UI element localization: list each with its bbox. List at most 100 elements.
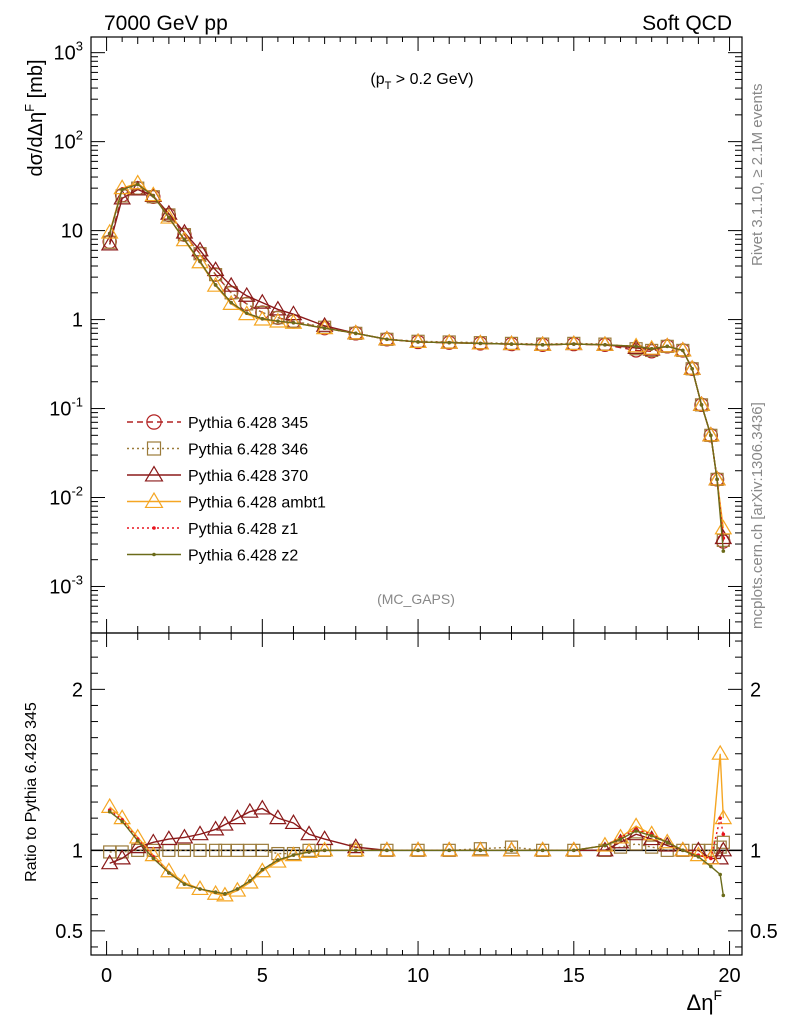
ratio-y-tick-label: 2 <box>72 679 83 701</box>
data-point <box>533 841 552 857</box>
data-point <box>255 843 269 857</box>
data-point <box>253 799 272 815</box>
data-point <box>353 331 358 336</box>
data-point <box>271 311 285 325</box>
data-point <box>300 825 318 841</box>
data-point <box>260 317 265 321</box>
ratio-series-line <box>109 811 725 896</box>
ratio-y-tick-label-right: 1 <box>750 840 761 862</box>
data-point <box>208 843 223 857</box>
data-point <box>253 293 272 309</box>
data-point <box>533 335 552 351</box>
main-series-5 <box>107 182 726 553</box>
data-point <box>269 852 287 868</box>
data-point <box>696 854 701 859</box>
legend: Pythia 6.428 345 Pythia 6.428 346 Pythia 6… <box>127 414 326 565</box>
data-point <box>629 837 643 851</box>
data-point <box>191 253 209 269</box>
data-point <box>100 235 119 251</box>
cut-label: (pT > 0.2 GeV) <box>370 71 473 92</box>
data-point <box>146 414 162 430</box>
legend-entry: Pythia 6.428 370 <box>127 465 308 485</box>
data-point <box>175 828 194 844</box>
data-point <box>711 744 730 760</box>
data-point <box>260 867 265 872</box>
data-point <box>228 881 247 897</box>
data-point <box>409 841 427 857</box>
ratio-series-1 <box>100 799 733 870</box>
data-point <box>237 286 256 302</box>
data-point <box>603 343 607 347</box>
data-point <box>167 871 171 875</box>
data-point <box>721 549 726 553</box>
data-point <box>291 320 296 325</box>
data-point <box>627 337 645 353</box>
data-point <box>714 841 733 857</box>
ratio-series-group <box>100 744 733 902</box>
data-point <box>144 465 164 482</box>
series-line <box>109 183 725 552</box>
x-ticks: 0 5 10 15 20 <box>101 37 741 987</box>
header-right: Soft QCD <box>642 12 732 35</box>
data-point <box>711 849 730 865</box>
data-point <box>502 335 521 351</box>
data-point <box>284 305 303 321</box>
data-point <box>645 840 659 854</box>
main-y-tick-label: 1 <box>72 310 83 332</box>
data-point <box>222 276 241 292</box>
data-point <box>683 359 702 375</box>
data-point <box>634 829 638 833</box>
data-point <box>603 843 607 848</box>
data-point <box>152 526 156 530</box>
data-point <box>385 848 389 853</box>
data-point <box>113 849 131 865</box>
data-point <box>191 825 209 841</box>
data-point <box>151 194 156 198</box>
main-y-axis-label: dσ/dΔηF [mb] <box>22 59 47 176</box>
x-tick-label: 15 <box>563 965 585 987</box>
data-point <box>409 332 427 349</box>
data-point <box>241 873 259 889</box>
data-point <box>228 809 247 825</box>
data-point <box>681 348 685 353</box>
data-point <box>160 830 178 846</box>
ratio-y-ticks: 0.5 0.5 1 1 2 2 <box>55 640 778 948</box>
data-point <box>144 491 164 509</box>
data-point <box>107 232 112 236</box>
data-point <box>222 294 241 310</box>
legend-label: Pythia 6.428 345 <box>188 415 308 432</box>
data-point <box>721 893 726 898</box>
data-point <box>167 215 171 220</box>
ratio-y-axis-label: Ratio to Pythia 6.428 345 <box>23 702 40 882</box>
data-point <box>660 843 674 857</box>
data-point <box>198 259 202 264</box>
ratio-series-line <box>109 841 724 855</box>
ratio-series-line <box>109 809 724 895</box>
data-point <box>634 344 638 349</box>
data-point <box>416 340 420 344</box>
data-point <box>504 840 519 854</box>
data-point <box>300 842 318 859</box>
data-point <box>269 809 287 825</box>
data-point <box>509 848 514 853</box>
ratio-y-tick-label: 1 <box>72 840 83 862</box>
data-point <box>665 344 670 349</box>
data-point <box>613 840 628 854</box>
data-point <box>291 853 296 857</box>
data-point <box>385 337 389 342</box>
main-series-2 <box>100 180 733 545</box>
data-point <box>447 848 452 853</box>
x-axis-label: ΔηF <box>687 987 723 1015</box>
data-point <box>241 802 259 818</box>
data-point <box>690 366 694 371</box>
data-point <box>658 337 677 353</box>
data-point <box>113 179 131 195</box>
data-point <box>198 887 202 891</box>
x-tick-label: 20 <box>718 965 740 987</box>
main-y-ticks: 10-3 10-2 10-1 1 10 102 103 <box>49 39 742 623</box>
legend-entry: Pythia 6.428 ambt1 <box>127 491 326 512</box>
data-point <box>270 310 286 325</box>
data-point <box>471 841 490 857</box>
data-point <box>240 297 254 311</box>
main-y-tick-label: 103 <box>54 39 83 65</box>
